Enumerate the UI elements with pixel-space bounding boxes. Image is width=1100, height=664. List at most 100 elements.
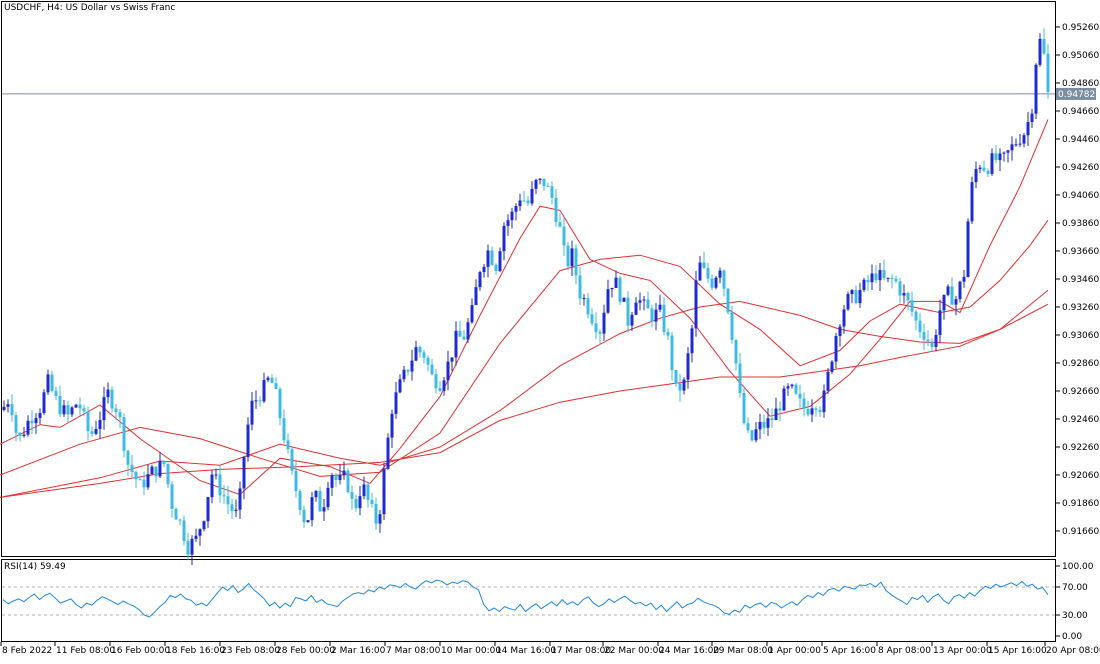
candle-body — [534, 179, 538, 189]
candle-body — [946, 286, 950, 295]
y-tick-label: 0.94660 — [1062, 107, 1099, 117]
candle-body — [310, 497, 314, 521]
candle-body — [90, 431, 94, 434]
candle-body — [386, 437, 390, 469]
rsi-y-tick-label: 100.00 — [1062, 562, 1094, 572]
candle-body — [954, 299, 958, 305]
candle-body — [574, 248, 578, 276]
candle-body — [122, 417, 126, 451]
candle-body — [666, 332, 670, 336]
candle-body — [958, 281, 962, 300]
y-tick-label: 0.94860 — [1062, 79, 1099, 89]
candle-body — [418, 347, 422, 353]
candle-body — [778, 408, 782, 411]
y-tick-label: 0.92060 — [1062, 471, 1099, 481]
x-tick-label: 20 Apr 08:00 — [1046, 646, 1100, 656]
candle-body — [1030, 113, 1034, 122]
rsi-title: RSI(14) 59.49 — [4, 562, 66, 572]
candle-body — [622, 297, 626, 302]
candle-body — [158, 461, 162, 477]
candle-body — [598, 332, 602, 334]
x-tick-label: 14 Mar 16:00 — [496, 646, 556, 656]
candle-body — [962, 276, 966, 282]
candle-body — [426, 357, 430, 365]
candle-body — [834, 336, 838, 362]
candle-body — [822, 390, 826, 413]
candle-body — [830, 361, 834, 372]
candle-body — [18, 432, 22, 436]
candle-body — [154, 466, 158, 477]
candle-body — [162, 461, 166, 464]
candle-body — [22, 434, 26, 436]
candle-body — [786, 386, 790, 389]
x-tick-label: 1 Apr 00:00 — [768, 646, 821, 656]
candle-body — [422, 352, 426, 358]
y-tick-label: 0.92460 — [1062, 415, 1099, 425]
candle-body — [670, 335, 674, 371]
candle-body — [58, 395, 62, 415]
y-tick-label: 0.93460 — [1062, 275, 1099, 285]
candle-body — [50, 374, 54, 391]
candle-body — [82, 408, 86, 412]
y-tick-label: 0.92860 — [1062, 359, 1099, 369]
candle-body — [406, 369, 410, 372]
y-tick-label: 0.93060 — [1062, 331, 1099, 341]
candle-body — [1002, 152, 1006, 154]
candle-body — [390, 413, 394, 438]
candle-body — [202, 521, 206, 530]
candle-body — [646, 299, 650, 309]
candle-body — [938, 310, 942, 335]
candle-body — [282, 418, 286, 441]
candle-body — [42, 392, 46, 414]
candle-body — [130, 464, 134, 473]
candle-body — [262, 379, 266, 402]
candle-body — [234, 509, 238, 512]
candle-body — [702, 262, 706, 268]
candle-body — [690, 328, 694, 354]
candle-body — [738, 363, 742, 393]
rsi-y-tick-label: 0.00 — [1062, 632, 1082, 642]
candle-body — [870, 273, 874, 283]
candle-body — [2, 406, 6, 411]
candle-body — [526, 200, 530, 204]
candle-body — [522, 200, 526, 202]
candle-body — [530, 188, 534, 204]
candle-body — [326, 487, 330, 508]
candle-body — [1018, 143, 1022, 145]
candle-body — [898, 281, 902, 296]
x-tick-label: 11 Feb 08:00 — [56, 646, 115, 656]
candle-body — [250, 400, 254, 425]
y-tick-label: 0.93660 — [1062, 247, 1099, 257]
candle-body — [138, 479, 142, 481]
candle-body — [974, 169, 978, 183]
candle-body — [798, 393, 802, 399]
x-tick-label: 5 Apr 16:00 — [823, 646, 876, 656]
candle-body — [146, 474, 150, 488]
candle-body — [210, 474, 214, 498]
candle-body — [322, 507, 326, 512]
candle-body — [806, 408, 810, 415]
y-tick-label: 0.93860 — [1062, 219, 1099, 229]
candle-body — [314, 491, 318, 498]
candle-body — [814, 408, 818, 410]
candle-body — [218, 474, 222, 496]
candle-body — [926, 339, 930, 342]
candle-body — [590, 314, 594, 324]
candle-body — [46, 374, 50, 393]
candle-body — [566, 245, 570, 267]
x-tick-label: 28 Feb 00:00 — [276, 646, 335, 656]
candle-body — [874, 273, 878, 281]
x-tick-label: 10 Mar 00:00 — [441, 646, 501, 656]
candle-body — [398, 379, 402, 393]
y-tick-label: 0.92660 — [1062, 387, 1099, 397]
candle-body — [30, 420, 34, 424]
rsi-pane[interactable] — [1, 559, 1056, 642]
x-tick-label: 7 Mar 08:00 — [386, 646, 441, 656]
candle-body — [862, 279, 866, 290]
candle-body — [246, 424, 250, 458]
candle-body — [226, 496, 230, 505]
candle-body — [66, 405, 70, 415]
candle-body — [70, 407, 74, 415]
